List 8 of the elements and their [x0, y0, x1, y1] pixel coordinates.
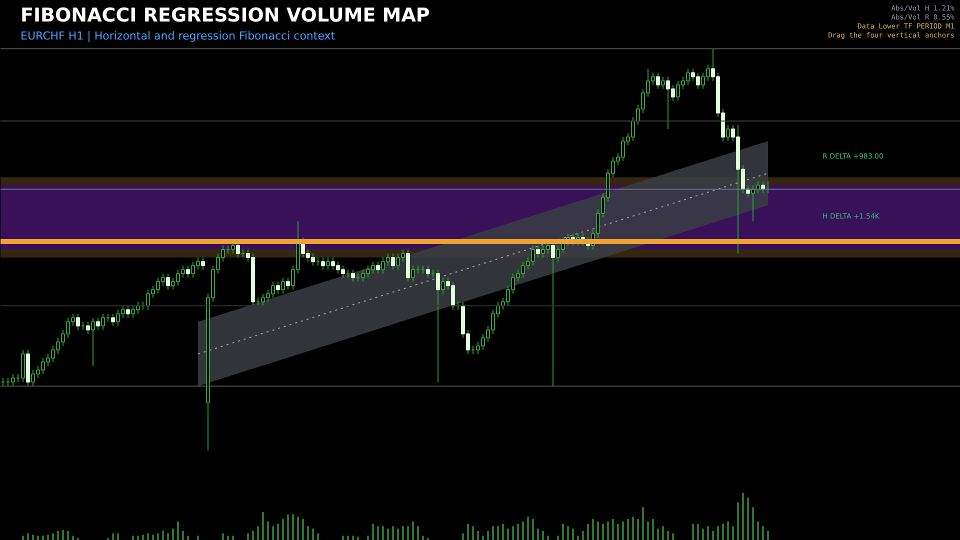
candlestick [91, 317, 95, 366]
candlestick [661, 76, 665, 90]
candlestick [326, 257, 330, 270]
chart-subtitle: EURCHF H1 | Horizontal and regression Fibonacci context [20, 30, 336, 42]
candlestick [726, 124, 730, 142]
chart-title: FIBONACCI REGRESSION VOLUME MAP [20, 4, 430, 26]
candlestick [441, 277, 445, 294]
candlestick [281, 277, 285, 294]
